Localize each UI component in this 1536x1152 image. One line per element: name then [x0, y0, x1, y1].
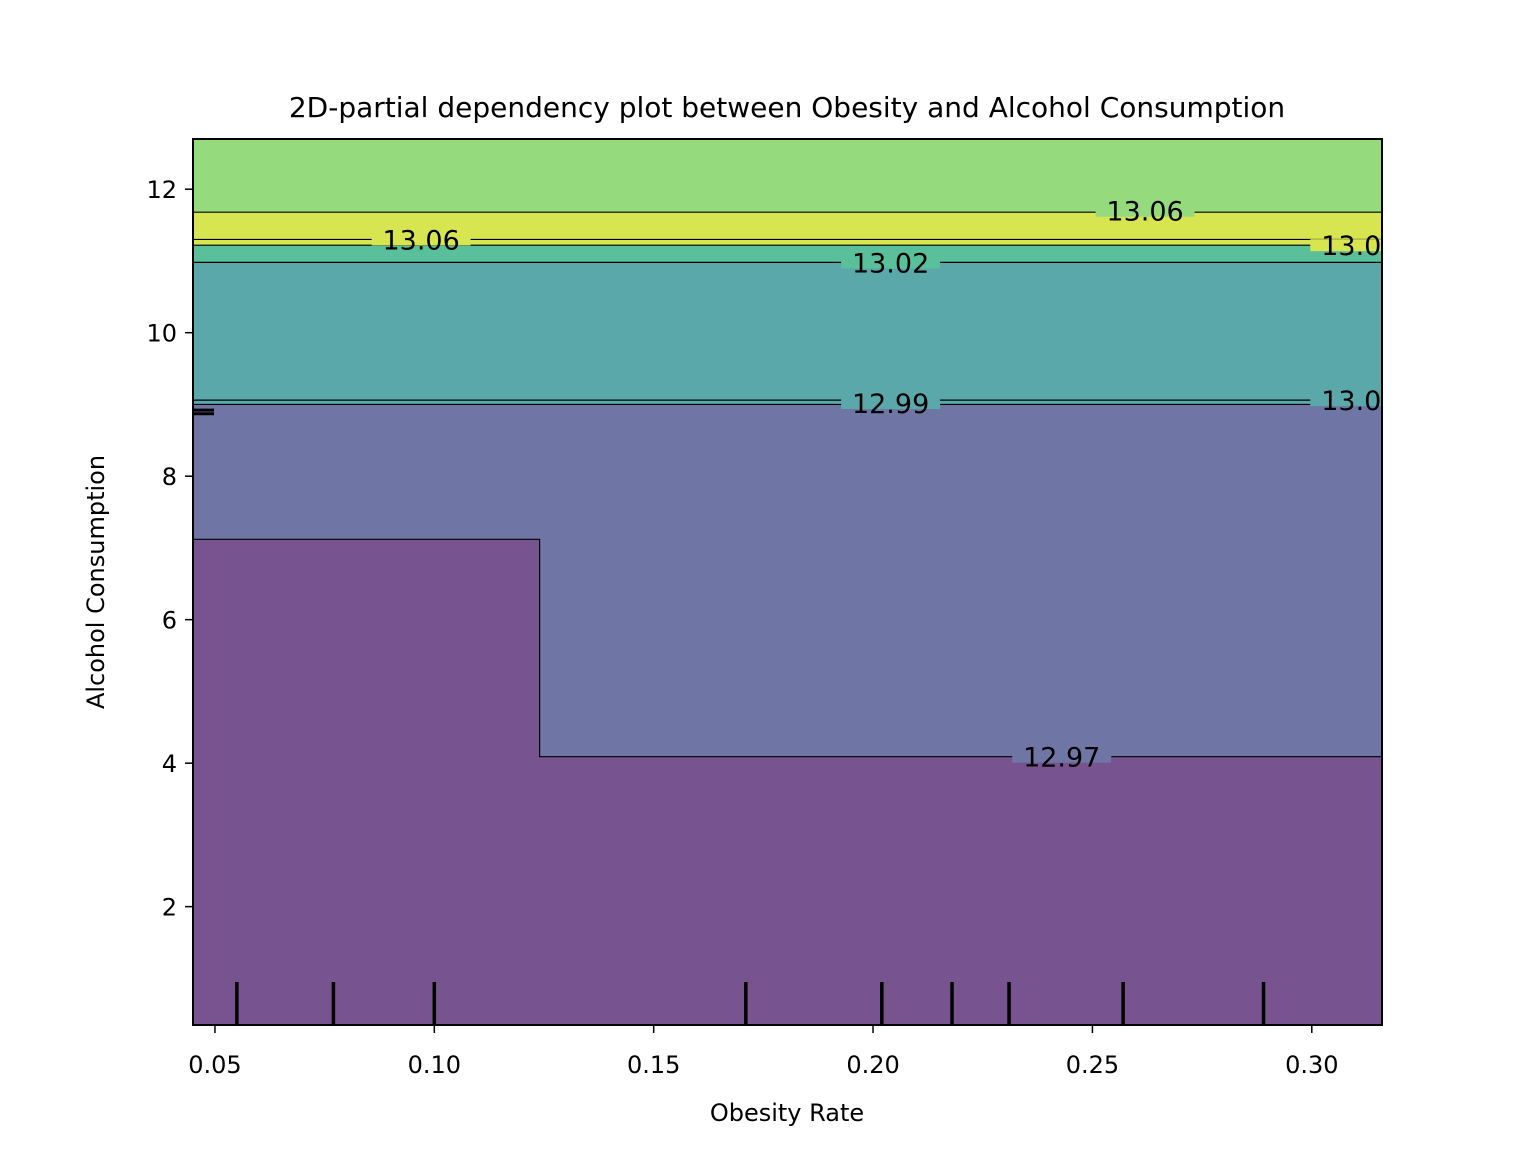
x-tick-label: 0.10 — [408, 1051, 461, 1079]
x-tick-label: 0.15 — [627, 1051, 680, 1079]
x-tick-label: 0.05 — [188, 1051, 241, 1079]
contour-labels: 13.06 13.06 13.0 13.02 12.99 13.0 12.97 — [382, 197, 1381, 774]
y-axis-ticks: 2 4 6 8 10 12 — [146, 176, 193, 922]
x-tick-label: 0.30 — [1285, 1051, 1338, 1079]
contour-region — [193, 245, 1382, 263]
contour-label-mask — [1310, 239, 1382, 252]
contour-label-mask — [371, 233, 471, 246]
contour-label-mask — [1012, 750, 1112, 763]
y-tick-label: 8 — [162, 463, 177, 491]
contour-region — [193, 212, 1382, 246]
decile-ticks — [193, 408, 1266, 1025]
contour-label: 13.02 — [852, 248, 929, 279]
contour-label-masks — [371, 204, 1382, 763]
x-axis-label: Obesity Rate — [710, 1099, 864, 1127]
contour-label: 12.99 — [852, 389, 929, 420]
contour-region — [193, 262, 1382, 405]
y-tick-label: 2 — [162, 894, 177, 922]
contour-label: 13.0 — [1321, 386, 1381, 417]
contour-label-mask — [1310, 394, 1382, 407]
contour-line — [193, 538, 1382, 758]
contour-label: 13.0 — [1321, 231, 1381, 262]
contour-region — [193, 404, 1382, 757]
plot-frame — [192, 138, 1383, 1026]
y-tick-label: 10 — [146, 320, 177, 348]
y-tick-label: 12 — [146, 176, 177, 204]
x-axis-ticks: 0.05 0.10 0.15 0.20 0.25 0.30 — [188, 1025, 1339, 1079]
contour-regions — [193, 139, 1382, 1025]
y-axis-label: Alcohol Consumption — [82, 455, 110, 709]
contour-label-mask — [841, 397, 941, 410]
contour-label: 12.97 — [1023, 743, 1100, 774]
contour-label: 13.06 — [382, 225, 459, 256]
x-tick-label: 0.25 — [1066, 1051, 1119, 1079]
contour-label-mask — [841, 256, 941, 269]
contour-label-mask — [1095, 204, 1195, 217]
contour-region — [193, 539, 1382, 1025]
contour-region — [193, 139, 1382, 213]
y-tick-label: 6 — [162, 607, 177, 635]
x-tick-label: 0.20 — [846, 1051, 899, 1079]
chart-title: 2D-partial dependency plot between Obesi… — [289, 91, 1285, 124]
y-tick-label: 4 — [162, 750, 177, 778]
contour-label: 13.06 — [1106, 197, 1183, 228]
